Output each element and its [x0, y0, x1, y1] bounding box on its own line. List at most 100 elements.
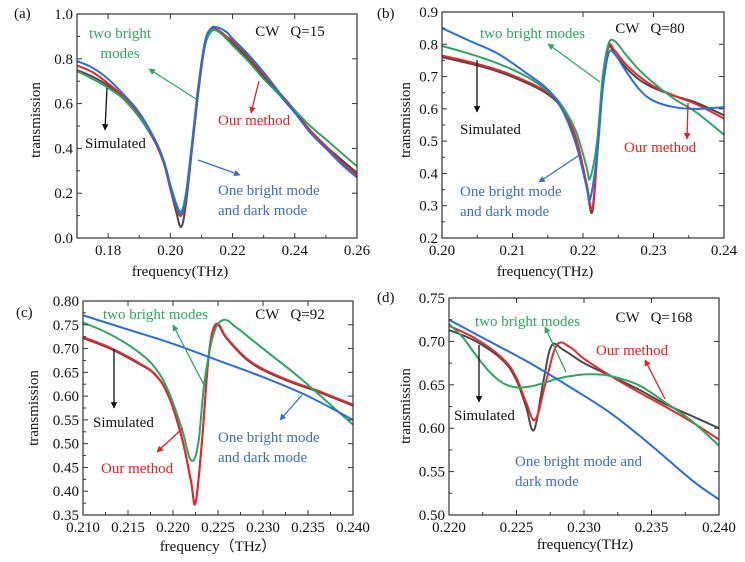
panel-b: 0.20 0.21 0.22 0.23 0.24 0.2 0.3 0.4 0.5 0.6 0.7 0.…	[377, 5, 738, 280]
annotation-anno-black: Simulated	[93, 349, 154, 431]
annotation-arrow	[279, 394, 303, 421]
x-tick-label: 0.21	[499, 243, 525, 259]
annotation-anno-blue: One bright mode and dark mode	[515, 454, 643, 490]
annotation-text: dark mode	[515, 474, 579, 490]
y-tick-label: 0.50	[419, 508, 445, 524]
series-group	[77, 25, 357, 228]
annotation-arrow	[683, 102, 691, 140]
x-tick-label: 0.235	[291, 520, 325, 536]
annotation-text: Simulated	[454, 408, 515, 424]
y-tick-label: 0.8	[419, 37, 438, 53]
series-line-one-bright-dark	[77, 25, 357, 215]
y-tick-label: 0.35	[53, 508, 79, 524]
annotation-text: two bright modes	[480, 26, 585, 42]
annotation-anno-blue: One bright mode and dark mode	[460, 155, 579, 220]
x-tick-label: 0.22	[570, 243, 596, 259]
panel-title: CW Q=80	[615, 21, 684, 37]
annotation-arrow	[156, 427, 184, 453]
y-tick-label: 0.8	[54, 52, 73, 68]
y-tick-label: 0.60	[419, 421, 445, 437]
panel-title: CW Q=92	[255, 307, 324, 323]
annotation-anno-blue: One bright mode and dark mode	[218, 394, 320, 466]
y-tick-label: 0.9	[419, 5, 438, 21]
y-tick-label: 0.55	[53, 413, 79, 429]
x-tick-label: 0.210	[66, 520, 100, 536]
x-tick-label: 0.240	[702, 520, 736, 536]
y-tick-label: 0.40	[53, 484, 79, 500]
panel-label: (c)	[16, 305, 33, 321]
y-tick-label: 0.75	[53, 318, 79, 334]
x-tick-label: 0.24	[282, 243, 309, 259]
annotation-text: Our method	[596, 343, 669, 359]
x-tick-label: 0.225	[201, 520, 235, 536]
annotation-arrow	[148, 68, 197, 100]
annotation-anno-blue: One bright mode and dark mode	[197, 159, 320, 219]
annotation-arrow	[249, 80, 260, 114]
x-tick-label: 0.220	[432, 520, 466, 536]
annotation-text: Simulated	[85, 136, 146, 152]
series-line-our-method	[449, 324, 719, 441]
x-tick-label: 0.225	[500, 520, 534, 536]
series-group	[442, 27, 724, 215]
y-axis-title: transmission	[398, 368, 414, 444]
panel-d: 0.220 0.225 0.230 0.235 0.240 0.50 0.55 0.60 0.6…	[377, 290, 736, 553]
annotation-anno-red: Our method	[101, 427, 184, 477]
y-tick-label: 0.6	[419, 102, 438, 118]
annotation-text: Our method	[218, 113, 291, 129]
panel-label: (d)	[377, 290, 395, 306]
annotation-text: One bright mode	[218, 183, 320, 199]
panel-label: (b)	[377, 6, 395, 22]
x-axis-title: frequency(THz)	[497, 264, 594, 280]
annotation-text: One bright mode and	[515, 454, 643, 470]
y-tick-label: 0.80	[53, 294, 79, 310]
panel-a: 0.18 0.20 0.22 0.24 0.26 0.0 0.2 0.4 0.6 0.8 1.0 fr…	[14, 6, 371, 280]
y-axis-title: transmission	[398, 82, 414, 158]
x-tick-label: 0.26	[344, 243, 371, 259]
annotation-anno-red: Our method	[218, 80, 291, 129]
x-tick-label: 0.24	[711, 243, 738, 259]
x-axis-title: frequency(THz)	[537, 537, 634, 553]
y-tick-label: 0.2	[419, 231, 438, 247]
y-axis-title: transmission	[26, 370, 42, 446]
y-tick-label: 0.70	[419, 334, 445, 350]
annotation-text: modes	[100, 46, 139, 62]
x-tick-label: 0.230	[246, 520, 280, 536]
series-line-simulated	[449, 329, 719, 432]
annotation-text: Simulated	[460, 122, 521, 138]
series-line-our-method	[83, 322, 353, 506]
series-line-one-bright-dark	[449, 318, 719, 501]
y-tick-label: 0.65	[53, 365, 79, 381]
annotation-text: and dark mode	[218, 450, 307, 466]
annotation-arrow	[547, 43, 601, 83]
annotation-arrow	[102, 87, 109, 131]
series-line-two-bright	[442, 38, 724, 181]
annotation-text: Our method	[624, 140, 697, 156]
annotation-arrow	[172, 324, 206, 388]
x-axis-title: frequency(THz)	[132, 264, 229, 280]
y-tick-label: 0.70	[53, 342, 79, 358]
annotation-anno-black: Simulated	[454, 345, 515, 424]
annotation-anno-green: two bright modes	[475, 314, 580, 373]
y-axis-title: transmission	[28, 82, 44, 158]
y-tick-label: 0.60	[53, 389, 79, 405]
annotation-text: One bright mode	[460, 184, 562, 200]
x-tick-label: 0.230	[567, 520, 601, 536]
x-tick-label: 0.20	[157, 243, 183, 259]
x-tick-label: 0.220	[156, 520, 190, 536]
annotation-text: One bright mode	[218, 430, 320, 446]
y-tick-label: 0.45	[53, 460, 79, 476]
annotation-arrow	[544, 326, 567, 373]
annotation-text: and dark mode	[460, 204, 549, 220]
x-tick-label: 0.23	[640, 243, 666, 259]
series-line-two-bright	[83, 318, 353, 462]
series-group	[449, 318, 719, 501]
series-group	[83, 314, 353, 506]
x-tick-label: 0.22	[219, 243, 245, 259]
y-tick-label: 0.4	[419, 166, 438, 182]
x-axis-title: frequency（THz）	[160, 538, 277, 555]
annotation-text: two bright	[89, 26, 152, 42]
panel-title: CW Q=15	[255, 24, 324, 40]
annotation-text: Our method	[101, 461, 174, 477]
series-line-one-bright-dark	[83, 314, 353, 421]
